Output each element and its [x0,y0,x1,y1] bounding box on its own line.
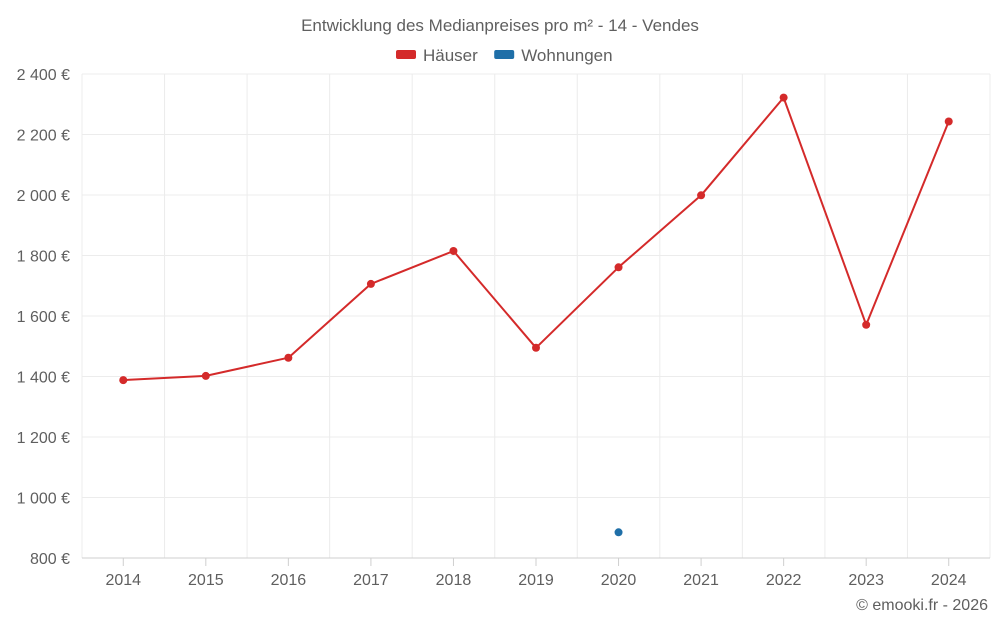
series-layer [119,93,953,537]
data-point-h-user [449,246,458,255]
credit-text: © emooki.fr - 2026 [856,597,988,614]
y-tick-label: 1 600 € [17,309,70,326]
x-tick-label: 2014 [105,572,141,589]
legend-swatch-h-user [396,50,416,59]
data-point-h-user [862,320,871,329]
data-point-h-user [119,376,128,385]
y-tick-label: 1 000 € [17,491,70,508]
x-tick-label: 2017 [353,572,389,589]
x-tick-label: 2016 [271,572,307,589]
legend-label-h-user: Häuser [423,46,478,65]
data-point-h-user [532,343,540,352]
x-tick-label: 2018 [436,572,472,589]
legend-swatch-wohnungen [494,50,515,59]
x-axis-ticks: 2014 2015 2016 2017 2018 2019 2020 2021 2022 2023… [105,558,967,589]
y-tick-label: 2 000 € [17,188,70,205]
data-point-h-user [697,191,706,200]
y-tick-label: 1 400 € [17,370,70,387]
legend: Häuser Wohnungen [396,46,613,65]
y-tick-label: 800 € [30,551,70,568]
y-tick-label: 1 200 € [17,430,70,447]
y-tick-label: 1 800 € [17,249,70,266]
data-point-h-user [366,279,375,288]
data-point-h-user [284,353,293,362]
data-point-h-user [779,93,788,102]
y-axis-ticks: 800 € 1 000 € 1 200 € 1 400 € 1 600 € 1 800 €… [17,67,70,568]
x-tick-label: 2023 [848,572,884,589]
x-tick-label: 2020 [601,572,637,589]
data-point-wohnungen [614,528,623,537]
y-tick-label: 2 200 € [17,128,70,145]
x-tick-label: 2022 [766,572,802,589]
x-tick-label: 2024 [931,572,967,589]
y-tick-label: 2 400 € [17,67,70,84]
chart-title: Entwicklung des Medianpreises pro m² - 1… [301,16,699,35]
data-point-h-user [944,117,953,126]
x-tick-label: 2019 [518,572,554,589]
x-tick-label: 2015 [188,572,224,589]
data-point-h-user [201,371,210,380]
grid [81,73,991,558]
legend-label-wohnungen: Wohnungen [521,46,612,65]
x-tick-label: 2021 [683,572,719,589]
data-point-h-user [614,263,623,272]
